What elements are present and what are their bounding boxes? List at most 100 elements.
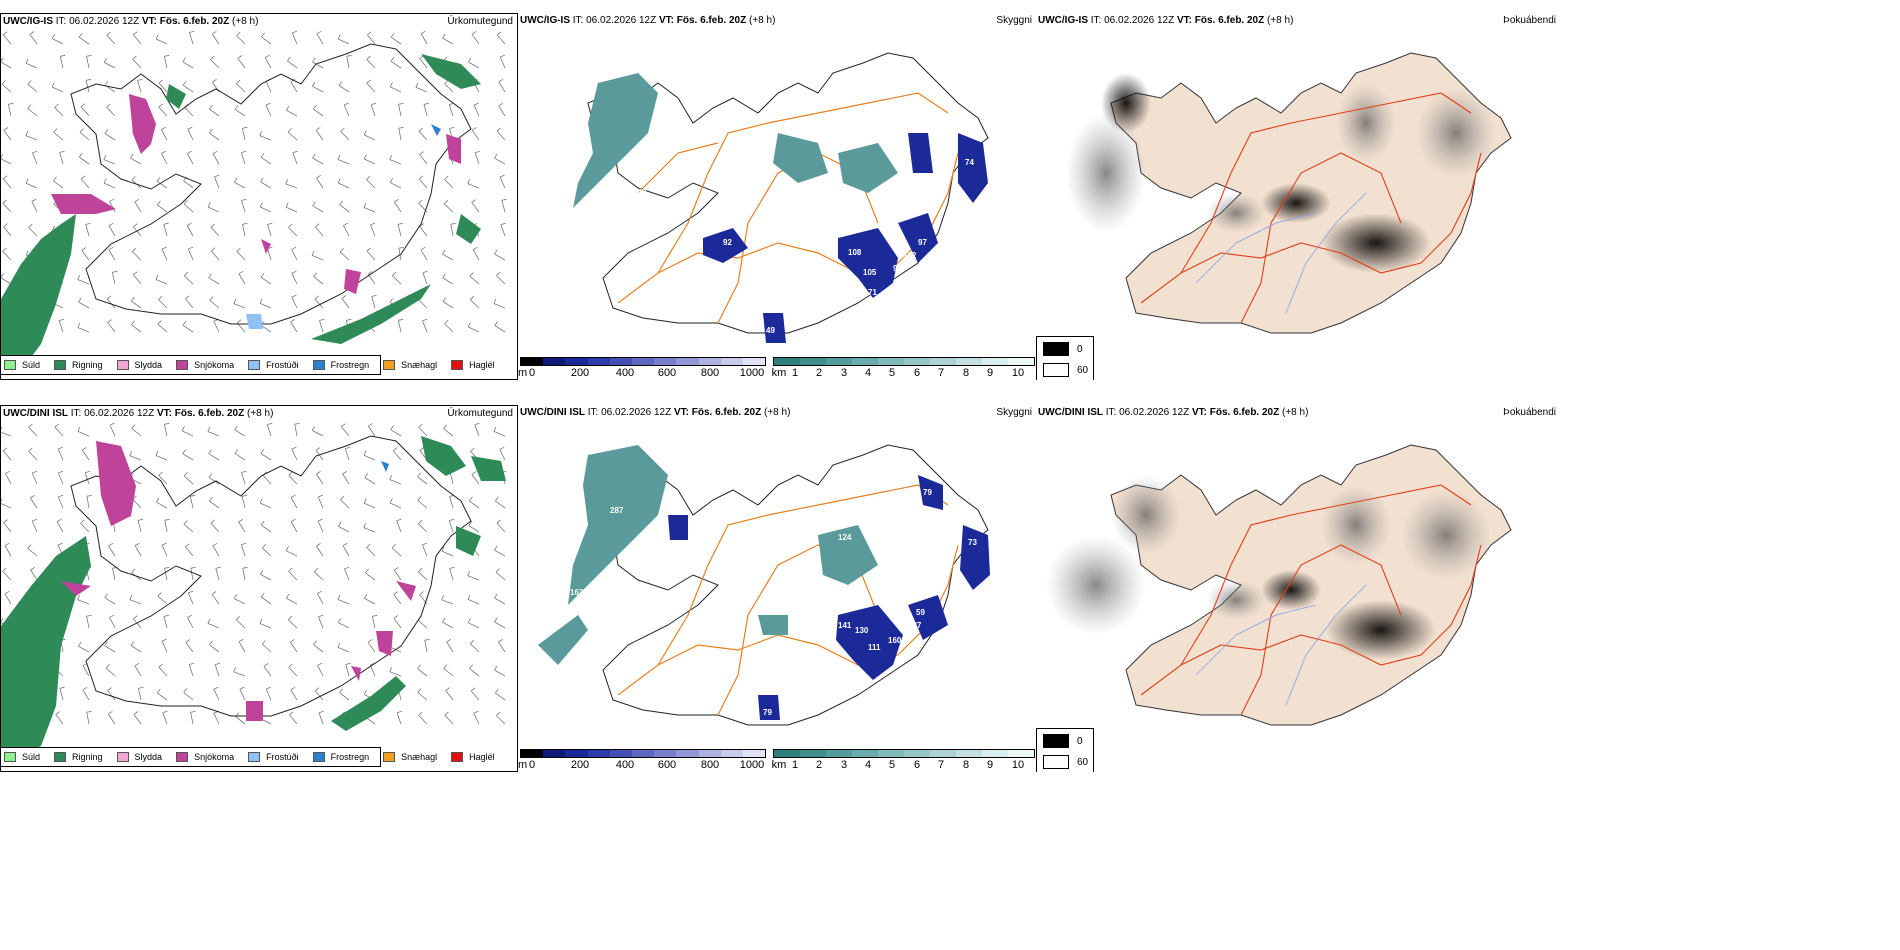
wind-barb-flag bbox=[158, 663, 163, 668]
wind-barb bbox=[370, 224, 376, 237]
visibility-label: 208 bbox=[650, 138, 664, 147]
wind-barb-flag bbox=[8, 102, 14, 105]
wind-barb-flag bbox=[32, 470, 37, 474]
wind-barb bbox=[51, 86, 64, 93]
wind-barb-flag bbox=[288, 223, 293, 228]
panel-header: UWC/IG-IS IT: 06.02.2026 12Z VT: Fös. 6.… bbox=[3, 16, 259, 27]
wind-barb-flag bbox=[104, 593, 108, 598]
wind-barb-flag bbox=[214, 174, 220, 178]
wind-barb-flag bbox=[163, 222, 169, 225]
precip-type-panel-row2: UWC/DINI ISL IT: 06.02.2026 12Z VT: Fös.… bbox=[0, 405, 518, 772]
wind-barb bbox=[261, 643, 272, 653]
wind-barb-flag bbox=[60, 54, 66, 57]
visibility-label: 164 bbox=[616, 199, 630, 208]
wind-barb bbox=[289, 714, 298, 725]
wind-barb bbox=[313, 644, 324, 653]
wind-barb-flag bbox=[267, 422, 273, 425]
wind-barb-flag bbox=[389, 498, 393, 504]
wind-barb bbox=[340, 131, 350, 141]
wind-barb bbox=[164, 568, 168, 581]
wind-barb bbox=[418, 178, 428, 189]
wind-barb-flag bbox=[494, 593, 498, 599]
wind-barb-flag bbox=[1, 498, 3, 503]
wind-barb-flag bbox=[188, 246, 194, 250]
wind-barb bbox=[260, 324, 272, 333]
wind-barb-flag bbox=[398, 127, 404, 129]
wind-barb bbox=[398, 128, 402, 141]
wind-barb bbox=[448, 104, 454, 117]
wind-barb-flag bbox=[161, 246, 167, 250]
wind-barb-flag bbox=[58, 494, 64, 498]
wind-barb bbox=[164, 56, 168, 69]
wind-barb bbox=[341, 426, 350, 437]
wind-barb-flag bbox=[28, 423, 33, 428]
wind-barb-flag bbox=[396, 518, 402, 522]
wind-barb bbox=[449, 472, 454, 485]
wind-barb bbox=[390, 182, 402, 189]
wind-barb bbox=[240, 152, 246, 165]
wind-barb bbox=[106, 107, 116, 117]
wind-barb-flag bbox=[78, 297, 82, 303]
wind-barb bbox=[442, 621, 454, 629]
wind-barb bbox=[54, 426, 64, 437]
wind-barb bbox=[27, 108, 38, 117]
wind-barb-flag bbox=[242, 567, 248, 569]
wind-barb-flag bbox=[108, 246, 114, 251]
wind-barb-flag bbox=[471, 471, 477, 475]
wind-barb-flag bbox=[364, 593, 368, 599]
legend-swatch bbox=[4, 752, 16, 762]
wind-barb-flag bbox=[261, 544, 266, 549]
wind-barb bbox=[187, 592, 194, 605]
wind-barb bbox=[78, 301, 90, 309]
wind-barb-flag bbox=[315, 223, 320, 228]
wind-barb bbox=[265, 105, 272, 117]
wind-barb bbox=[1, 277, 12, 285]
wind-barb bbox=[260, 181, 272, 189]
wind-barb bbox=[184, 107, 194, 117]
visibility-label: 130 bbox=[855, 626, 869, 635]
wind-barb bbox=[291, 249, 298, 261]
wind-barb bbox=[291, 273, 298, 285]
wind-barb-flag bbox=[474, 422, 480, 426]
wind-barb bbox=[163, 224, 168, 237]
wind-barb-flag bbox=[190, 567, 196, 569]
wind-barb-flag bbox=[265, 102, 271, 106]
fog-index-panel-row2: UWC/DINI ISL IT: 06.02.2026 12Z VT: Fös.… bbox=[1036, 405, 1560, 772]
wind-barb bbox=[184, 546, 194, 557]
wind-barb-flag bbox=[108, 222, 114, 226]
wind-barb-flag bbox=[130, 641, 135, 646]
wind-barb-flag bbox=[190, 494, 196, 497]
wind-barb-flag bbox=[288, 471, 293, 476]
wind-barb bbox=[130, 157, 142, 165]
wind-barb-flag bbox=[27, 544, 32, 549]
legend-swatch bbox=[116, 360, 129, 370]
wind-barb-flag bbox=[393, 447, 398, 452]
wind-barb bbox=[314, 298, 324, 309]
wind-barb-flag bbox=[313, 640, 318, 645]
wind-barb bbox=[104, 645, 116, 653]
wind-barb bbox=[209, 500, 220, 509]
wind-barb-flag bbox=[211, 247, 216, 252]
wind-barb bbox=[367, 425, 376, 437]
wind-barb-flag bbox=[208, 449, 212, 454]
wind-barb bbox=[389, 159, 402, 165]
wind-barb-flag bbox=[494, 496, 499, 502]
wind-barb-flag bbox=[187, 150, 192, 154]
wind-barb bbox=[267, 248, 272, 261]
wind-barb bbox=[259, 502, 272, 509]
wind-barb bbox=[444, 179, 454, 189]
wind-barb-flag bbox=[157, 592, 162, 597]
wind-barb bbox=[85, 224, 90, 237]
wind-barb bbox=[84, 472, 90, 485]
wind-barb-flag bbox=[2, 199, 7, 204]
wind-barb-flag bbox=[185, 639, 191, 643]
wind-barb bbox=[423, 104, 428, 117]
wind-barb bbox=[473, 104, 480, 117]
wind-barb-flag bbox=[314, 687, 320, 692]
panel-header: UWC/IG-IS IT: 06.02.2026 12Z VT: Fös. 6.… bbox=[520, 15, 776, 26]
wind-barb-flag bbox=[312, 104, 317, 110]
wind-barb-flag bbox=[132, 55, 137, 60]
wind-barb bbox=[30, 569, 38, 581]
wind-barb-flag bbox=[104, 129, 109, 134]
wind-barb-flag bbox=[366, 175, 371, 180]
